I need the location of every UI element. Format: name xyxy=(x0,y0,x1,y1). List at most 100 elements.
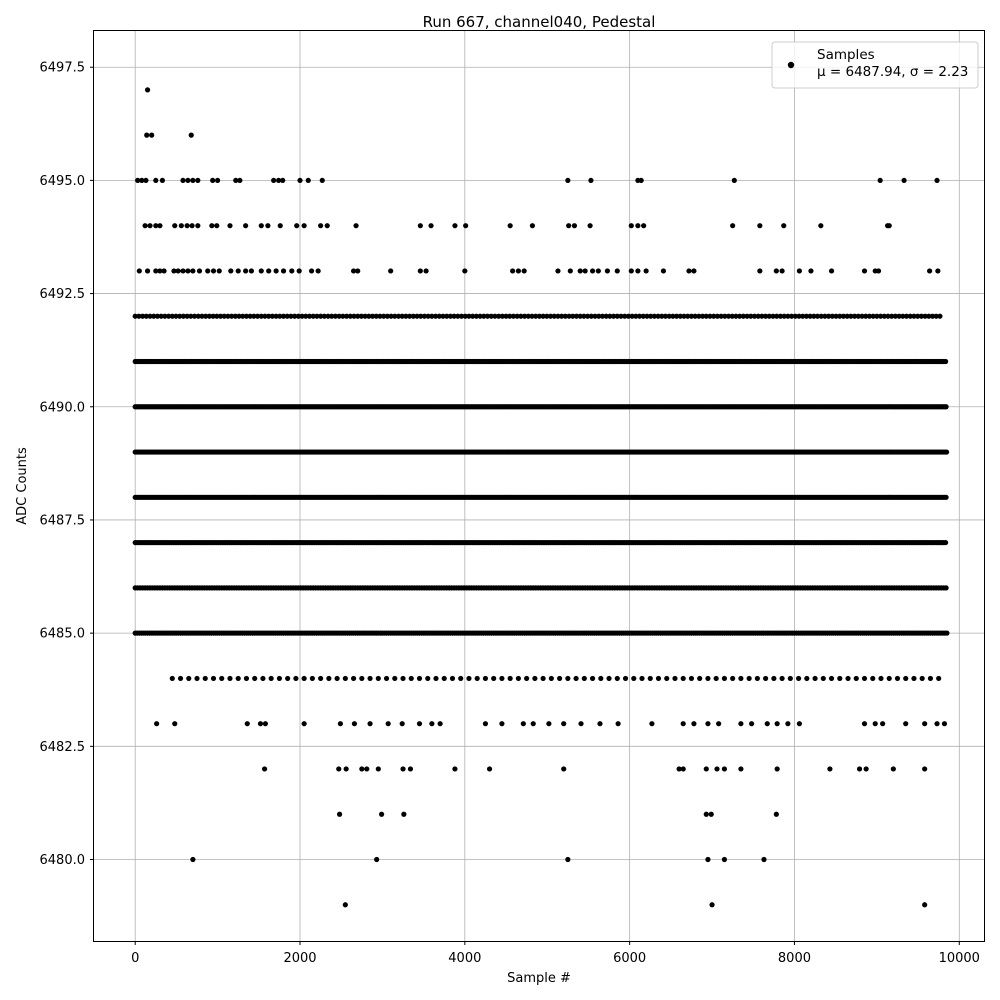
data-point xyxy=(536,313,543,319)
x-tick-label: 6000 xyxy=(613,951,646,966)
data-point xyxy=(781,223,787,229)
data-point xyxy=(482,675,489,682)
data-point xyxy=(525,313,531,319)
data-point xyxy=(716,721,722,727)
data-point xyxy=(266,313,272,319)
data-point xyxy=(861,721,868,727)
data-point xyxy=(195,313,201,319)
data-point xyxy=(444,313,450,319)
data-point xyxy=(730,223,736,229)
data-point xyxy=(147,223,153,229)
data-point xyxy=(143,177,149,184)
data-point xyxy=(408,675,414,682)
data-point xyxy=(837,675,843,682)
data-point xyxy=(243,675,250,682)
data-point xyxy=(705,721,711,727)
data-point xyxy=(643,268,649,274)
data-point xyxy=(240,313,246,319)
data-point xyxy=(628,223,634,229)
data-point xyxy=(451,313,457,319)
data-point xyxy=(310,313,316,319)
data-point xyxy=(324,223,330,229)
data-point xyxy=(714,313,721,319)
data-point xyxy=(254,313,261,319)
legend: Samples μ = 6487.94, σ = 2.23 xyxy=(771,41,979,89)
data-point xyxy=(228,268,234,274)
data-point xyxy=(566,223,572,229)
data-point xyxy=(499,675,505,682)
data-point xyxy=(529,223,536,229)
data-point xyxy=(214,313,220,319)
data-point xyxy=(414,313,420,319)
data-point xyxy=(737,313,743,319)
data-point xyxy=(757,223,763,229)
data-point xyxy=(492,313,498,319)
data-point xyxy=(870,675,876,682)
data-point xyxy=(589,675,596,682)
data-point xyxy=(863,313,869,319)
data-point xyxy=(911,675,917,682)
data-point xyxy=(532,675,538,682)
data-point xyxy=(828,268,835,274)
data-point xyxy=(597,721,603,727)
data-point xyxy=(818,223,824,229)
data-point xyxy=(280,313,287,319)
data-point xyxy=(796,721,803,727)
data-point xyxy=(622,313,628,319)
x-tick-label: 10000 xyxy=(939,951,980,966)
data-point xyxy=(733,313,739,319)
data-point xyxy=(257,721,264,727)
data-point xyxy=(499,721,505,727)
data-point xyxy=(521,313,528,319)
y-tick-label: 6490.0 xyxy=(40,400,86,415)
data-point xyxy=(571,223,578,229)
data-point xyxy=(210,177,216,184)
data-point xyxy=(496,313,502,319)
data-point xyxy=(903,313,910,319)
data-point xyxy=(209,223,215,229)
data-point xyxy=(677,313,683,319)
data-point xyxy=(410,313,416,319)
data-point xyxy=(672,675,678,682)
data-point xyxy=(416,721,423,727)
data-point xyxy=(308,268,315,274)
data-point xyxy=(822,313,828,319)
data-point xyxy=(206,313,212,319)
data-point xyxy=(546,721,552,727)
data-point xyxy=(631,675,637,682)
y-tick-label: 6492.5 xyxy=(40,287,86,302)
data-point xyxy=(172,721,178,727)
data-point xyxy=(301,223,307,229)
data-point xyxy=(367,721,373,727)
data-point xyxy=(589,268,596,274)
data-point xyxy=(132,313,138,319)
data-point xyxy=(688,675,695,682)
data-point xyxy=(355,313,361,319)
data-point xyxy=(785,721,791,727)
data-point xyxy=(165,313,172,319)
data-point xyxy=(180,268,186,274)
data-point xyxy=(227,223,233,229)
data-point xyxy=(565,675,571,682)
data-point xyxy=(417,223,423,229)
data-point xyxy=(191,313,198,319)
data-point xyxy=(781,313,787,319)
data-point xyxy=(845,675,851,682)
data-point xyxy=(567,268,573,274)
data-point xyxy=(721,856,728,863)
data-point xyxy=(708,811,714,817)
data-point xyxy=(139,177,145,184)
data-point xyxy=(933,313,939,319)
data-point xyxy=(507,223,513,229)
data-point xyxy=(934,721,940,727)
data-point xyxy=(872,721,878,727)
data-point xyxy=(749,721,755,727)
data-point xyxy=(703,313,709,319)
data-point xyxy=(297,177,303,184)
data-point xyxy=(227,675,233,682)
data-point xyxy=(599,313,606,319)
data-point xyxy=(214,223,220,229)
data-point xyxy=(266,268,272,274)
data-point xyxy=(271,177,277,184)
